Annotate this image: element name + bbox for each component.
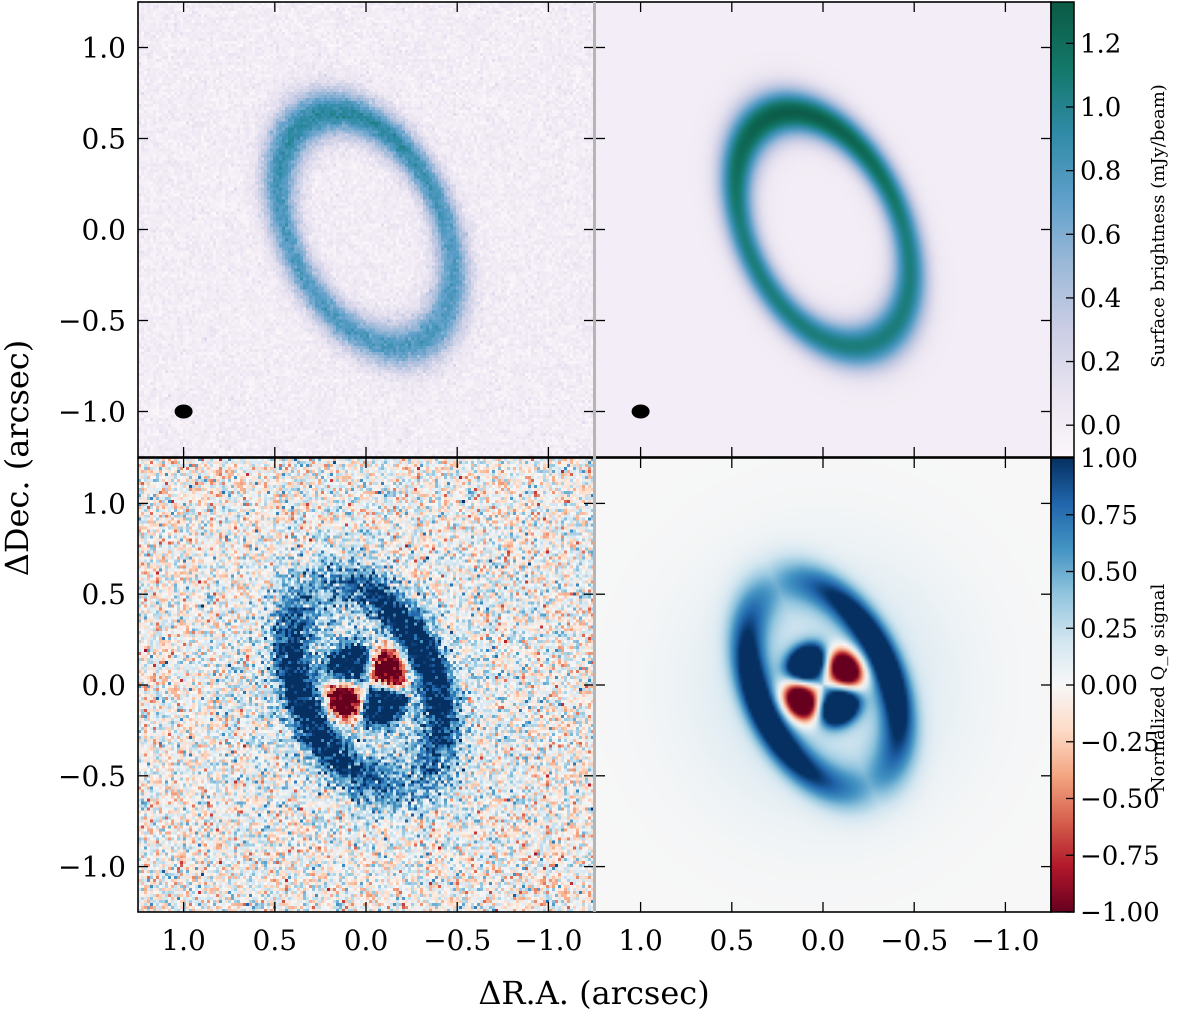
x-tick-label: 1.0 xyxy=(618,924,663,957)
x-tick-label: −1.0 xyxy=(971,924,1039,957)
y-tick-label: 0.0 xyxy=(81,669,126,702)
y-axis-label: ΔDec. (arcsec) xyxy=(0,340,36,577)
colorbar-tick-label: −0.25 xyxy=(1080,728,1160,758)
model-qphi-image xyxy=(595,458,1051,912)
y-tick-label: 1.0 xyxy=(81,32,126,65)
colorbar-qphi-label: Normalized Q_φ signal xyxy=(1148,583,1169,792)
colorbar-tick-label: −1.00 xyxy=(1080,898,1160,928)
beam-marker xyxy=(631,404,650,419)
colorbar-tick-label: 0.0 xyxy=(1080,411,1121,441)
x-tick-label: −0.5 xyxy=(423,924,491,957)
colorbar-tick-label: −0.75 xyxy=(1080,841,1160,871)
colorbar-tick-label: 0.2 xyxy=(1080,348,1121,378)
colorbar-surface-brightness xyxy=(1050,1,1075,458)
x-axis-label: ΔR.A. (arcsec) xyxy=(478,974,709,1012)
x-tick-label: −1.0 xyxy=(514,924,582,957)
colorbar-tick-label: 0.4 xyxy=(1080,284,1121,314)
y-tick-label: 0.5 xyxy=(81,578,126,611)
colorbar-tick-label: 0.00 xyxy=(1080,671,1138,701)
model-continuum-image xyxy=(595,2,1051,457)
tick-labels: 1.0 0.5 0.0 −0.5 −1.0 1.0 0.5 0.0 −0.5 −1.0 1.0 0.5… xyxy=(58,29,1160,957)
colorbar-tick-label: 0.25 xyxy=(1080,614,1138,644)
observed-qphi-image xyxy=(138,458,594,912)
colorbar-tick-label: 0.6 xyxy=(1080,220,1121,250)
colorbar-ticks xyxy=(1066,42,1074,913)
colorbar-tick-label: 0.50 xyxy=(1080,558,1138,588)
colorbar-tick-label: 0.75 xyxy=(1080,501,1138,531)
x-tick-label: 1.0 xyxy=(161,924,206,957)
observed-continuum-image xyxy=(138,2,594,457)
colorbar-tick-label: 1.2 xyxy=(1080,29,1121,59)
x-tick-label: 0.0 xyxy=(344,924,389,957)
x-tick-label: 0.5 xyxy=(253,924,298,957)
axis-ticks xyxy=(138,2,1051,912)
y-tick-label: 0.0 xyxy=(81,214,126,247)
colorbar-tick-label: 0.8 xyxy=(1080,157,1121,187)
colorbar-surface-brightness-label: Surface brightness (mJy/beam) xyxy=(1148,84,1169,368)
colorbar-tick-label: 1.0 xyxy=(1080,93,1121,123)
y-tick-label: −1.0 xyxy=(58,396,126,429)
y-tick-label: −1.0 xyxy=(58,851,126,884)
y-tick-label: 1.0 xyxy=(81,487,126,520)
y-tick-label: −0.5 xyxy=(58,305,126,338)
colorbar-tick-label: 1.00 xyxy=(1080,444,1138,474)
x-tick-label: 0.5 xyxy=(710,924,755,957)
beam-marker xyxy=(174,404,193,419)
x-tick-label: 0.0 xyxy=(801,924,846,957)
colorbar-tick-label: −0.50 xyxy=(1080,785,1160,815)
y-tick-label: 0.5 xyxy=(81,123,126,156)
x-tick-label: −0.5 xyxy=(880,924,948,957)
y-tick-label: −0.5 xyxy=(58,760,126,793)
